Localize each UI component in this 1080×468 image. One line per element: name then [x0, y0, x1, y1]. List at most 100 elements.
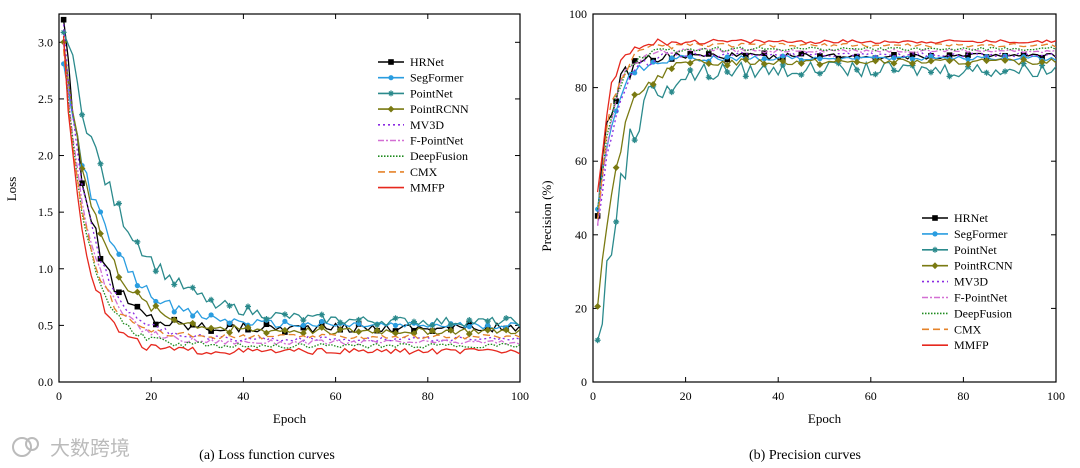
loss-point-pointnet	[503, 315, 510, 322]
precision-point-pointnet	[872, 71, 879, 78]
precision-point-pointrcnn	[779, 57, 787, 65]
watermark-text: 大数跨境	[50, 436, 130, 460]
precision-point-hrnet	[817, 53, 823, 59]
precision-y-tick-label: 100	[569, 7, 587, 21]
precision-point-pointnet	[1020, 60, 1027, 67]
legend-marker-hrnet	[932, 215, 938, 221]
legend-label-hrnet: HRNet	[954, 211, 989, 225]
loss-point-pointnet	[79, 111, 86, 118]
loss-series-pointnet	[62, 32, 520, 327]
precision-point-segformer	[761, 56, 767, 62]
precision-point-pointnet	[890, 67, 897, 74]
precision-point-segformer	[669, 55, 675, 61]
precision-point-pointrcnn	[705, 60, 713, 67]
precision-point-pointrcnn	[909, 60, 916, 67]
precision-point-pointrcnn	[649, 80, 657, 88]
precision-point-pointrcnn	[834, 56, 842, 64]
precision-point-segformer	[632, 70, 638, 76]
loss-point-pointnet	[484, 318, 491, 325]
precision-point-pointnet	[724, 69, 731, 76]
precision-point-pointnet	[983, 69, 990, 76]
loss-x-tick-label: 80	[422, 389, 434, 403]
legend-marker-hrnet	[388, 59, 394, 65]
precision-y-tick-label: 60	[575, 154, 587, 168]
loss-point-pointrcnn	[226, 329, 233, 337]
loss-point-pointrcnn	[97, 230, 104, 237]
precision-point-pointnet	[816, 70, 823, 77]
loss-point-hrnet	[263, 321, 270, 328]
loss-point-segformer	[300, 322, 306, 328]
precision-point-pointnet	[779, 61, 786, 68]
precision-point-hrnet	[965, 52, 971, 58]
loss-x-tick-label: 0	[56, 389, 62, 403]
legend-marker-pointrcnn	[931, 262, 939, 270]
precision-point-segformer	[817, 56, 823, 62]
loss-point-segformer	[282, 318, 288, 324]
loss-point-segformer	[116, 251, 122, 257]
loss-point-pointnet	[97, 160, 104, 167]
loss-point-pointnet	[429, 322, 436, 329]
loss-point-segformer	[392, 322, 399, 328]
precision-chart-panel: 0 20 40 60 80 100 0 20 40 60 80 100 Epoch Precision (…	[539, 7, 1065, 426]
legend-marker-pointnet	[932, 246, 938, 253]
precision-point-segformer	[909, 56, 916, 62]
loss-point-pointrcnn	[170, 316, 178, 324]
loss-point-pointnet	[245, 303, 252, 310]
loss-point-pointnet	[318, 311, 325, 318]
precision-point-segformer	[724, 54, 730, 60]
precision-point-pointnet	[594, 337, 601, 344]
legend-label-pointnet: PointNet	[954, 243, 997, 257]
loss-y-axis-label: Loss	[4, 177, 19, 202]
loss-chart-caption: (a) Loss function curves	[199, 448, 335, 463]
loss-point-pointnet	[374, 321, 381, 328]
loss-series-mmfp	[62, 35, 520, 356]
loss-y-tick-label: 2.5	[38, 92, 53, 106]
precision-point-segformer	[854, 55, 860, 61]
precision-point-pointrcnn	[1020, 55, 1027, 63]
precision-series-pointnet	[596, 60, 1056, 341]
loss-point-segformer	[171, 309, 177, 315]
legend-marker-segformer	[932, 231, 938, 237]
precision-point-pointrcnn	[890, 59, 898, 67]
precision-point-pointnet	[1002, 68, 1009, 75]
precision-point-segformer	[891, 55, 897, 61]
loss-point-pointnet	[447, 321, 454, 328]
precision-x-tick-label: 20	[680, 389, 692, 403]
loss-point-pointnet	[226, 302, 233, 309]
precision-x-tick-label: 60	[865, 389, 877, 403]
precision-point-pointrcnn	[742, 56, 750, 63]
precision-point-pointnet	[687, 67, 694, 74]
loss-point-segformer	[356, 320, 362, 327]
loss-x-tick-label: 100	[511, 389, 529, 403]
loss-point-pointrcnn	[299, 329, 307, 337]
precision-point-hrnet	[891, 51, 897, 58]
watermark-logo: 大数跨境	[12, 436, 130, 460]
precision-x-tick-label: 100	[1047, 389, 1065, 403]
precision-point-segformer	[965, 56, 971, 63]
precision-series-f-pointnet	[596, 47, 1056, 226]
precision-y-tick-label: 80	[575, 81, 587, 95]
loss-series-group	[60, 16, 520, 356]
precision-point-pointnet	[613, 218, 620, 225]
loss-point-segformer	[319, 318, 325, 325]
legend-label-mv3d: MV3D	[410, 118, 444, 132]
precision-point-pointrcnn	[797, 60, 805, 67]
precision-series-mv3d	[596, 51, 1056, 226]
loss-point-pointrcnn	[355, 328, 363, 336]
legend-label-segformer: SegFormer	[410, 71, 463, 85]
loss-point-pointrcnn	[336, 326, 344, 333]
legend-label-pointrcnn: PointRCNN	[954, 259, 1013, 273]
precision-point-pointnet	[946, 73, 953, 80]
loss-point-pointrcnn	[189, 319, 197, 327]
loss-series-mv3d	[62, 24, 520, 342]
loss-y-tick-label: 2.0	[38, 149, 53, 163]
precision-point-pointrcnn	[1001, 57, 1009, 64]
precision-y-axis-label: Precision (%)	[539, 180, 554, 251]
loss-x-axis-label: Epoch	[273, 411, 307, 426]
loss-point-pointnet	[355, 316, 362, 323]
loss-point-pointrcnn	[318, 324, 326, 331]
loss-point-pointrcnn	[392, 329, 399, 337]
loss-point-pointnet	[300, 317, 307, 324]
precision-y-tick-label: 40	[575, 228, 587, 242]
loss-series-cmx	[62, 49, 520, 340]
